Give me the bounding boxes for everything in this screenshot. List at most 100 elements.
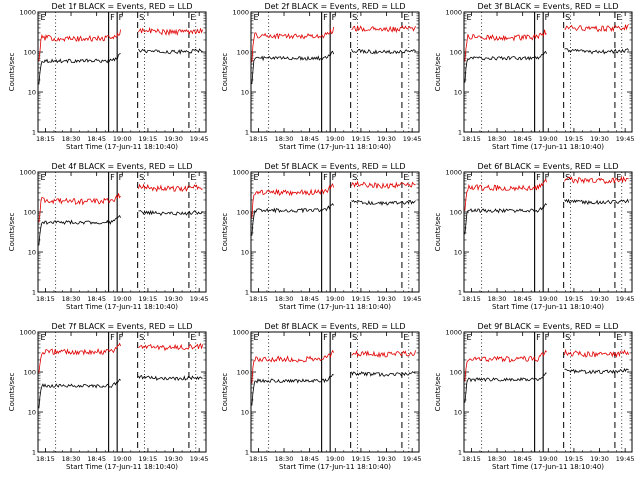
y-axis-label: Counts/sec xyxy=(221,213,229,252)
series-events-segment-2 xyxy=(564,367,629,375)
x-tick-label: 18:15 xyxy=(36,135,55,143)
plot-frame xyxy=(463,331,633,453)
y-axis-label: Counts/sec xyxy=(434,213,442,252)
x-tick-label: 19:30 xyxy=(164,295,183,303)
marker-label-f: F xyxy=(545,13,550,22)
marker-label-e: E xyxy=(467,13,472,22)
x-tick-label: 18:30 xyxy=(275,135,294,143)
y-tick-label: 1 xyxy=(32,449,36,457)
x-tick-label: 18:15 xyxy=(462,295,481,303)
y-tick-label: 1000 xyxy=(19,169,36,177)
marker-label-s: S xyxy=(565,333,570,342)
x-tick-label: 19:15 xyxy=(139,455,158,463)
x-axis-label: Start Time (17-Jun-11 18:10:40) xyxy=(279,143,391,151)
x-tick-label: 18:30 xyxy=(62,455,81,463)
x-tick-label: 18:30 xyxy=(488,135,507,143)
x-tick-label: 18:15 xyxy=(36,295,55,303)
marker-label-e: E xyxy=(616,333,621,342)
y-axis-label: Counts/sec xyxy=(8,373,16,412)
series-events-segment-2 xyxy=(351,199,416,207)
marker-label-f: F xyxy=(110,333,115,342)
panel-7: Det 7f BLACK = Events, RED = LLD 1 10 100 10… xyxy=(8,322,209,471)
marker-label-f: F xyxy=(545,333,550,342)
marker-label-f: F xyxy=(545,173,550,182)
y-tick-label: 1 xyxy=(245,289,249,297)
panel-2: Det 2f BLACK = Events, RED = LLD 1 10 100 10… xyxy=(221,2,422,151)
series-events-segment-1 xyxy=(38,378,121,409)
series-lld-segment-2 xyxy=(564,175,629,185)
x-tick-label: 19:30 xyxy=(164,135,183,143)
x-axis-label: Start Time (17-Jun-11 18:10:40) xyxy=(492,143,604,151)
x-tick-label: 18:45 xyxy=(87,135,106,143)
series-lld-segment-2 xyxy=(564,348,629,359)
panel-title: Det 7f BLACK = Events, RED = LLD xyxy=(51,322,192,331)
y-tick-label: 10 xyxy=(241,249,249,257)
x-tick-label: 18:15 xyxy=(249,455,268,463)
y-tick-label: 10 xyxy=(28,409,36,417)
x-tick-label: 18:30 xyxy=(275,455,294,463)
marker-label-s: S xyxy=(352,13,357,22)
y-tick-label: 100 xyxy=(237,209,249,217)
y-tick-label: 100 xyxy=(24,209,36,217)
series-lld-segment-1 xyxy=(38,342,121,373)
y-tick-label: 1000 xyxy=(232,9,249,17)
series-lld-segment-1 xyxy=(464,350,547,382)
y-tick-label: 100 xyxy=(237,369,249,377)
y-axis-label: Counts/sec xyxy=(434,53,442,92)
y-tick-label: 1000 xyxy=(445,169,462,177)
series-events-segment-1 xyxy=(464,203,547,235)
marker-label-e: E xyxy=(190,173,195,182)
marker-label-e: E xyxy=(467,333,472,342)
panel-8: Det 8f BLACK = Events, RED = LLD 1 10 100 10… xyxy=(221,322,422,471)
marker-label-f: F xyxy=(119,13,124,22)
y-tick-label: 10 xyxy=(454,409,462,417)
y-tick-label: 1 xyxy=(32,129,36,137)
x-tick-label: 18:45 xyxy=(87,455,106,463)
x-tick-label: 19:15 xyxy=(565,295,584,303)
x-tick-label: 18:15 xyxy=(462,455,481,463)
panel-title: Det 6f BLACK = Events, RED = LLD xyxy=(477,162,618,171)
y-tick-label: 10 xyxy=(241,89,249,97)
series-events-segment-2 xyxy=(564,198,629,206)
x-tick-label: 19:00 xyxy=(539,295,558,303)
x-tick-label: 19:15 xyxy=(565,455,584,463)
y-tick-label: 1 xyxy=(458,449,462,457)
x-tick-label: 18:45 xyxy=(513,295,532,303)
panel-3: Det 3f BLACK = Events, RED = LLD 1 10 100 10… xyxy=(434,2,635,151)
marker-label-f: F xyxy=(332,13,337,22)
series-events-segment-1 xyxy=(251,202,334,236)
marker-label-e: E xyxy=(41,173,46,182)
x-tick-label: 19:45 xyxy=(190,135,209,143)
x-tick-label: 19:30 xyxy=(377,295,396,303)
y-tick-label: 100 xyxy=(24,369,36,377)
y-tick-label: 1000 xyxy=(445,329,462,337)
x-tick-label: 18:30 xyxy=(62,295,81,303)
x-tick-label: 19:45 xyxy=(403,295,422,303)
x-tick-label: 19:45 xyxy=(403,455,422,463)
x-axis-label: Start Time (17-Jun-11 18:10:40) xyxy=(66,463,178,471)
series-lld-segment-2 xyxy=(138,26,203,37)
y-tick-label: 100 xyxy=(450,369,462,377)
x-tick-label: 19:45 xyxy=(616,295,635,303)
x-tick-label: 19:30 xyxy=(377,135,396,143)
marker-label-s: S xyxy=(352,333,357,342)
panel-title: Det 4f BLACK = Events, RED = LLD xyxy=(51,162,192,171)
marker-label-f: F xyxy=(536,333,541,342)
x-tick-label: 18:30 xyxy=(488,455,507,463)
y-tick-label: 10 xyxy=(241,409,249,417)
marker-label-e: E xyxy=(254,333,259,342)
marker-label-f: F xyxy=(110,13,115,22)
panel-1: Det 1f BLACK = Events, RED = LLD 1 10 100 10… xyxy=(8,2,209,151)
marker-label-f: F xyxy=(323,333,328,342)
y-tick-label: 1000 xyxy=(232,329,249,337)
panel-6: Det 6f BLACK = Events, RED = LLD 1 10 100 10… xyxy=(434,162,635,311)
y-axis-label: Counts/sec xyxy=(221,53,229,92)
y-tick-label: 1 xyxy=(245,129,249,137)
panel-title: Det 5f BLACK = Events, RED = LLD xyxy=(264,162,405,171)
series-events-segment-2 xyxy=(351,48,416,55)
panel-5: Det 5f BLACK = Events, RED = LLD 1 10 100 10… xyxy=(221,162,422,311)
marker-label-e: E xyxy=(403,333,408,342)
x-axis-label: Start Time (17-Jun-11 18:10:40) xyxy=(279,463,391,471)
x-tick-label: 19:45 xyxy=(616,135,635,143)
series-lld-segment-1 xyxy=(38,29,121,61)
